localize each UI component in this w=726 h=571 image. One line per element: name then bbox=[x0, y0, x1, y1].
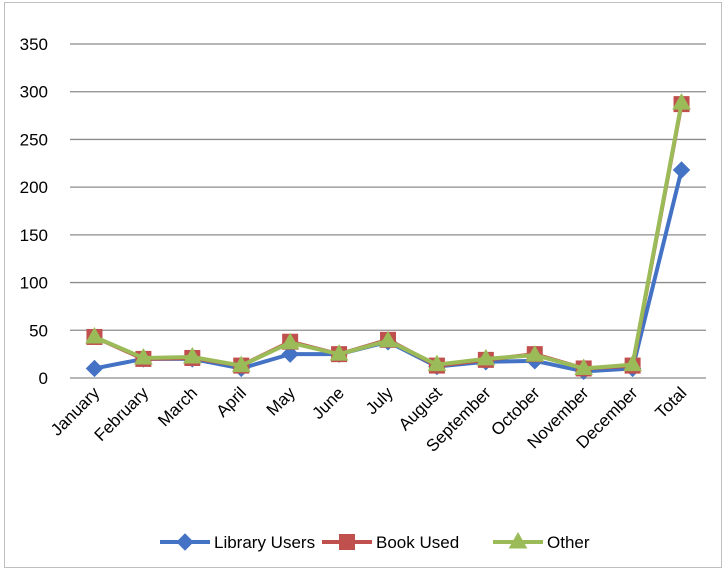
point-other-august bbox=[427, 354, 447, 372]
point-other-may bbox=[280, 332, 300, 350]
x-tick-label-may: May bbox=[263, 383, 299, 419]
x-tick-label-total: Total bbox=[652, 383, 691, 422]
x-tick-label-april: April bbox=[213, 383, 250, 420]
y-tick-label-350: 350 bbox=[20, 35, 48, 54]
legend-marker-book-used bbox=[339, 534, 355, 550]
x-tick-label-june: June bbox=[308, 383, 348, 423]
point-other-june bbox=[329, 344, 349, 361]
x-tick-label-march: March bbox=[154, 383, 201, 430]
y-tick-label-300: 300 bbox=[20, 83, 48, 102]
y-tick-label-50: 50 bbox=[29, 321, 48, 340]
point-other-july bbox=[378, 330, 398, 348]
point-other-november bbox=[574, 358, 594, 375]
x-tick-label-february: February bbox=[91, 383, 153, 445]
legend-marker-other bbox=[508, 531, 528, 549]
point-other-january bbox=[85, 326, 104, 344]
point-library-users-may bbox=[281, 345, 299, 363]
point-other-october bbox=[525, 345, 545, 362]
legend-label-book-used: Book Used bbox=[376, 533, 459, 552]
point-library-users-total bbox=[672, 161, 691, 179]
point-other-total bbox=[672, 93, 691, 110]
y-tick-label-200: 200 bbox=[20, 178, 48, 197]
legend-label-other: Other bbox=[547, 533, 590, 552]
legend-label-library-users: Library Users bbox=[214, 533, 315, 552]
point-other-december bbox=[623, 354, 642, 372]
chart-frame bbox=[4, 2, 722, 568]
point-library-users-january bbox=[85, 359, 104, 378]
y-tick-label-100: 100 bbox=[20, 274, 48, 293]
legend-marker-library-users bbox=[176, 533, 194, 551]
point-other-march bbox=[182, 346, 202, 364]
y-tick-label-0: 0 bbox=[39, 369, 48, 388]
point-other-april bbox=[231, 355, 251, 373]
y-tick-label-250: 250 bbox=[20, 130, 48, 149]
series-line-other bbox=[93, 102, 684, 371]
point-other-february bbox=[134, 347, 153, 365]
y-tick-label-150: 150 bbox=[20, 226, 48, 245]
series-line-book-used bbox=[93, 103, 684, 371]
point-other-september bbox=[476, 348, 496, 366]
x-tick-label-july: July bbox=[362, 383, 397, 418]
